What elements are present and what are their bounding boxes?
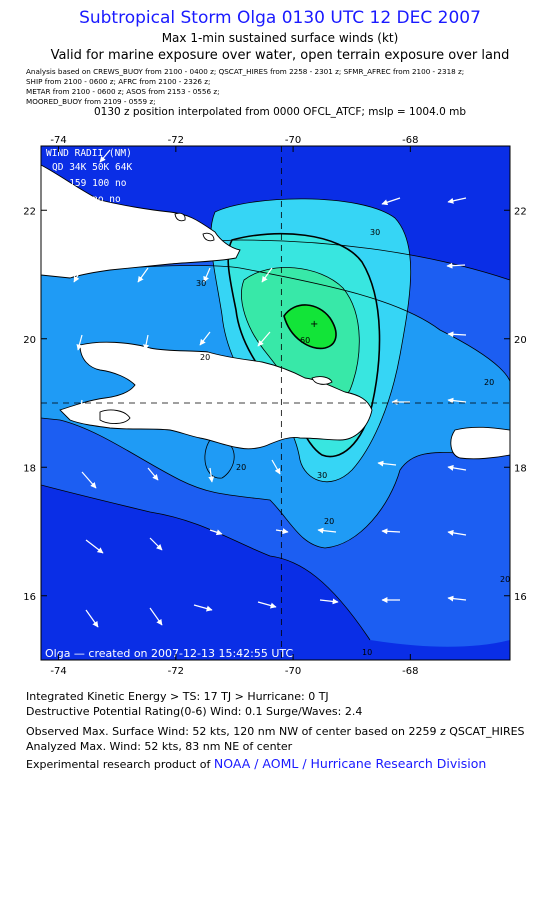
wind-radii-header: QD 34K 50K 64K: [52, 162, 132, 173]
contour-label: 30: [370, 228, 380, 237]
contour-label: 30: [196, 279, 206, 288]
wind-radii-title: WIND RADII (NM): [46, 148, 132, 159]
lon-tick-label-bottom: -68: [402, 666, 418, 675]
lon-tick-label-bottom: -70: [285, 666, 301, 675]
source-line: METAR from 2100 - 0600 z; ASOS from 2153…: [26, 87, 220, 96]
hispaniola-coast: [59, 341, 373, 450]
lat-tick-label-right: 18: [514, 463, 527, 474]
position-note: 0130 z position interpolated from 0000 O…: [93, 106, 467, 118]
island: [311, 376, 333, 385]
map-credit: Olga — created on 2007-12-13 15:42:55 UT…: [45, 647, 293, 660]
contour-label: 20: [236, 463, 246, 472]
wind-radii-table: WIND RADII (NM) QD 34K 50K 64K NE 159 10…: [46, 148, 132, 235]
contour-label: 20: [200, 353, 210, 362]
contour-label: 20: [324, 517, 334, 526]
credit-line: Experimental research product of NOAA / …: [26, 756, 486, 771]
lat-tick-label-left: 20: [23, 335, 36, 346]
ike-line: Integrated Kinetic Energy > TS: 17 TJ > …: [26, 690, 329, 703]
lat-tick-label-left: 18: [23, 463, 36, 474]
contour-label: 10: [362, 648, 372, 657]
contour-label: 20: [500, 575, 510, 584]
credit-prefix: Experimental research product of: [26, 758, 214, 771]
lon-tick-label-top: -68: [402, 135, 418, 146]
subtitle-units: Max 1-min sustained surface winds (kt): [161, 31, 399, 45]
axis-ticks: [41, 146, 510, 660]
source-line: MOORED_BUOY from 2109 - 0559 z;: [26, 97, 156, 106]
contour-label: 60: [300, 336, 310, 345]
island: [174, 212, 186, 222]
cuba-coast: [41, 164, 241, 279]
lat-tick-label-left: 16: [23, 592, 36, 603]
noaa-hrd-link[interactable]: NOAA / AOML / Hurricane Research Divisio…: [213, 756, 487, 771]
lon-tick-label-top: -74: [50, 135, 66, 146]
lat-tick-label-left: 22: [23, 206, 36, 217]
dpr-line: Destructive Potential Rating(0-6) Wind: …: [26, 705, 363, 718]
contour-fill-layer: [41, 146, 510, 660]
island: [99, 409, 131, 424]
lat-tick-label-right: 20: [514, 335, 527, 346]
plot-frame: [40, 145, 511, 661]
analyzed-wind-line: Analyzed Max. Wind: 52 kts, 83 nm NE of …: [26, 740, 293, 753]
contour-labels: 30 30 20 20 20 30 20 20 10 60: [196, 228, 510, 657]
contour-label: 30: [317, 471, 327, 480]
axis-labels: -74 -72 -70 -68 -74 -72 -70 -68 22 20 18…: [23, 135, 526, 675]
lon-tick-label-top: -72: [168, 135, 184, 146]
puerto-rico-coast: [450, 426, 510, 460]
page-title: Subtropical Storm Olga 0130 UTC 12 DEC 2…: [79, 8, 481, 28]
island: [202, 232, 215, 242]
land-masses: [41, 164, 510, 460]
lon-tick-label-bottom: -74: [50, 666, 66, 675]
wind-radii-row: SW no no no: [52, 209, 115, 220]
lat-tick-label-right: 22: [514, 206, 527, 217]
center-marker: +: [310, 319, 318, 330]
wind-vectors: [43, 149, 467, 628]
wind-field-map: 30 30 20 20 20 30 20 20 10 60 + WIND RAD…: [23, 135, 526, 675]
wind-radii-row: NW 153 no no: [52, 224, 121, 235]
observed-wind-line: Observed Max. Surface Wind: 52 kts, 120 …: [26, 725, 525, 738]
wind-radii-row: SE 101 no no: [52, 194, 121, 205]
subtitle-validity: Valid for marine exposure over water, op…: [50, 48, 510, 63]
lat-tick-label-right: 16: [514, 592, 527, 603]
lon-tick-label-top: -70: [285, 135, 301, 146]
source-line: SHIP from 2100 - 0600 z; AFRC from 2100 …: [26, 77, 211, 86]
wind-radii-row: NE 159 100 no: [52, 178, 127, 189]
contour-label: 20: [484, 378, 494, 387]
lon-tick-label-bottom: -72: [168, 666, 184, 675]
source-line: Analysis based on CREWS_BUOY from 2100 -…: [26, 67, 465, 76]
